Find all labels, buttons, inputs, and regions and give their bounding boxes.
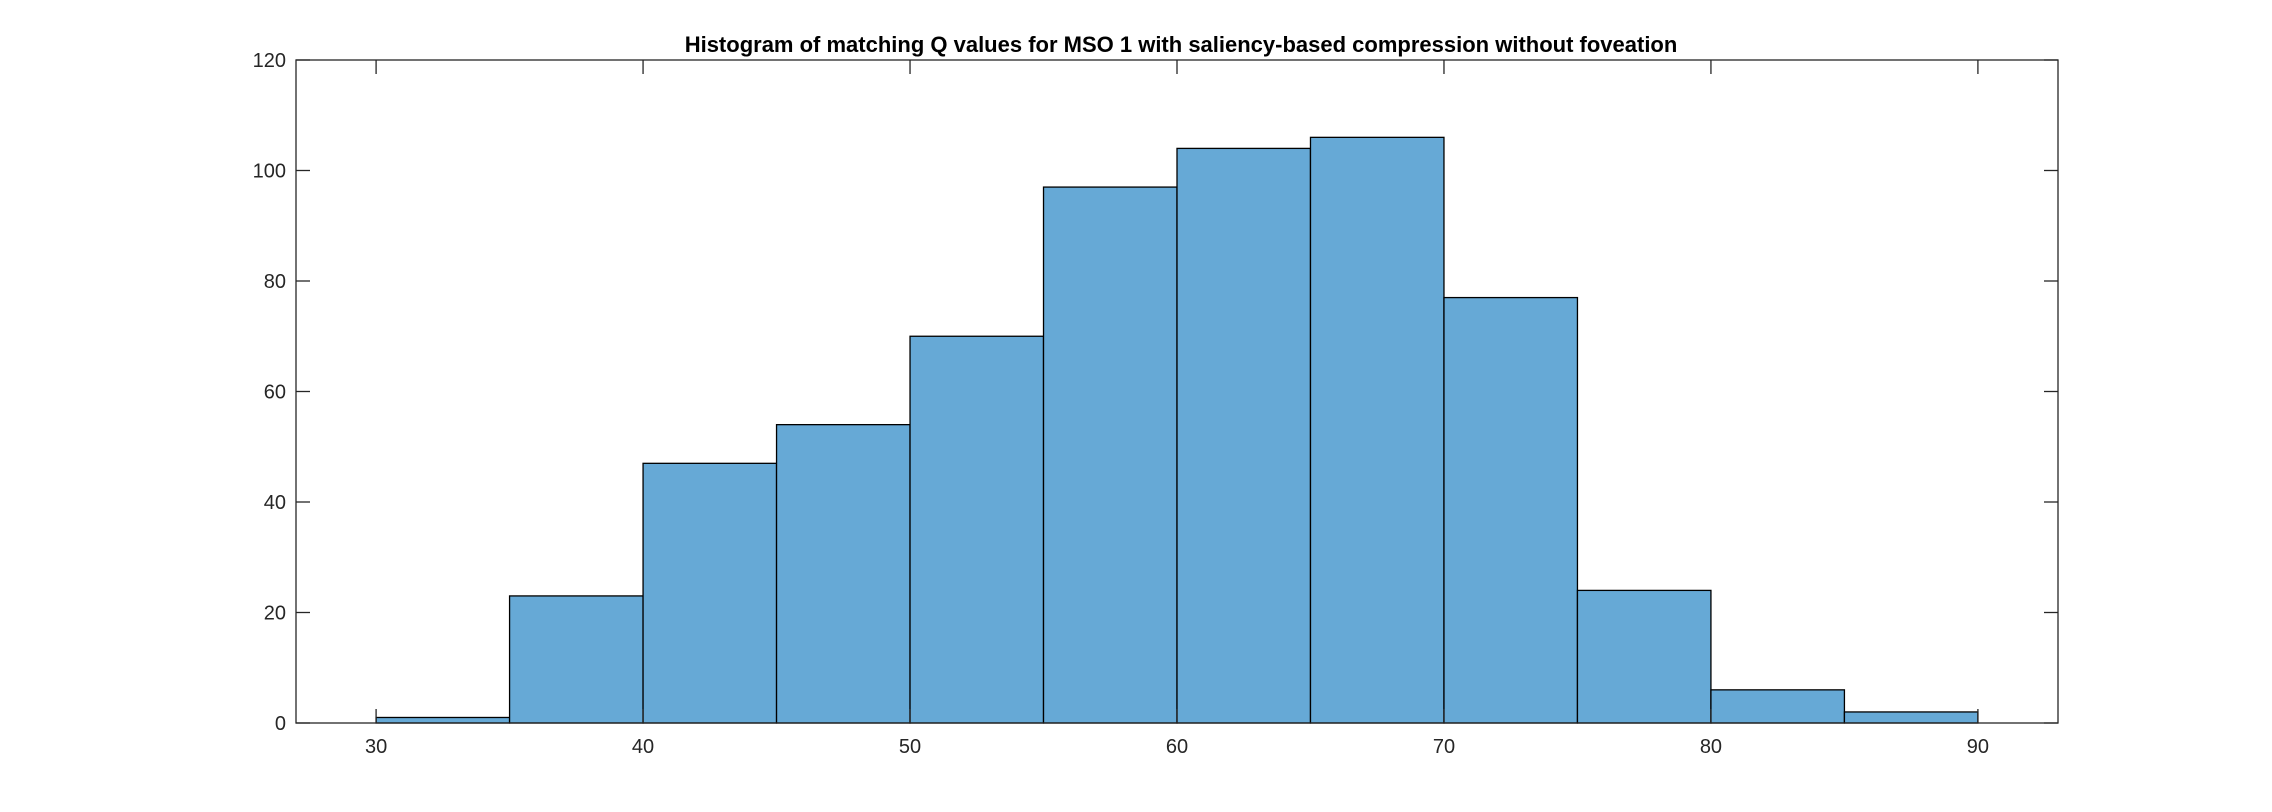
histogram-bar-6 bbox=[1176, 147, 1312, 724]
x-tick-label: 30 bbox=[365, 736, 387, 758]
histogram-bar-7 bbox=[1309, 136, 1445, 724]
histogram-bar-4 bbox=[909, 335, 1045, 724]
y-tick-label: 40 bbox=[264, 492, 286, 514]
histogram-bar-0 bbox=[375, 716, 511, 724]
x-tick-label: 50 bbox=[899, 736, 921, 758]
axes-box bbox=[295, 59, 2059, 724]
histogram-bar-9 bbox=[1576, 589, 1712, 724]
x-tick-label: 80 bbox=[1700, 736, 1722, 758]
histogram-bar-8 bbox=[1443, 296, 1579, 724]
y-tick-label: 120 bbox=[253, 50, 286, 72]
ticks-group: 30 40 50 60 70 80 90 0 20 40 60 80 100 120 bbox=[253, 50, 2058, 758]
x-tick-label: 90 bbox=[1967, 736, 1989, 758]
histogram-bar-3 bbox=[775, 423, 911, 724]
y-tick-label: 0 bbox=[275, 713, 286, 735]
y-tick-label: 80 bbox=[264, 271, 286, 293]
histogram-bar-10 bbox=[1710, 689, 1846, 724]
bars-group bbox=[375, 136, 1979, 724]
y-tick-label: 20 bbox=[264, 603, 286, 625]
y-tick-label: 60 bbox=[264, 382, 286, 404]
histogram-bar-5 bbox=[1042, 186, 1178, 724]
x-tick-label: 70 bbox=[1433, 736, 1455, 758]
histogram-bar-11 bbox=[1843, 711, 1979, 724]
chart-title: Histogram of matching Q values for MSO 1… bbox=[685, 32, 1678, 57]
histogram-bar-2 bbox=[642, 462, 778, 724]
x-tick-label: 40 bbox=[632, 736, 654, 758]
x-tick-label: 60 bbox=[1166, 736, 1188, 758]
y-tick-label: 100 bbox=[253, 161, 286, 183]
histogram-bar-1 bbox=[508, 595, 644, 724]
